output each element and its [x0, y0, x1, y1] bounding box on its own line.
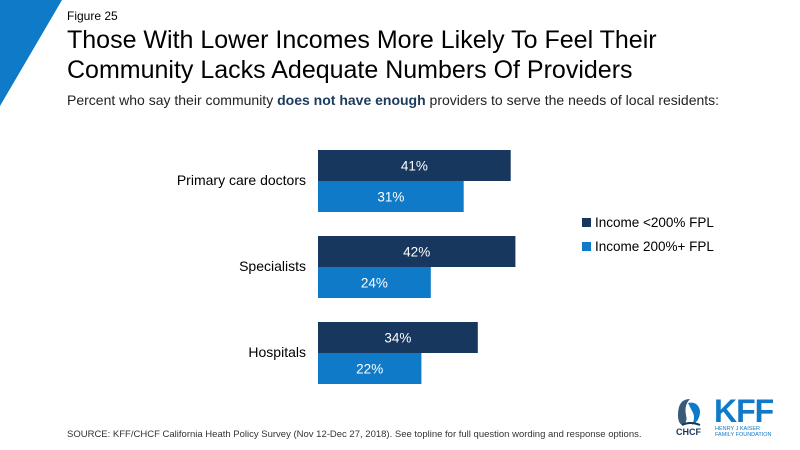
kff-logo-subtext-2: FAMILY FOUNDATION — [715, 432, 772, 438]
bar — [318, 353, 422, 384]
bar — [318, 150, 511, 181]
legend-item-series-1: Income <200% FPL — [582, 210, 714, 234]
kff-logo: KFF HENRY J KAISER FAMILY FOUNDATION — [714, 393, 775, 438]
legend-item-series-2: Income 200%+ FPL — [582, 234, 714, 258]
data-label: 31% — [377, 190, 404, 205]
subtitle-pre: Percent who say their community — [67, 92, 278, 108]
source-note: SOURCE: KFF/CHCF California Heath Policy… — [67, 429, 642, 440]
data-label: 22% — [356, 362, 383, 377]
chart-legend: Income <200% FPL Income 200%+ FPL — [582, 210, 714, 258]
bar — [318, 236, 516, 267]
data-label: 34% — [384, 331, 411, 346]
figure-label: Figure 25 — [67, 9, 118, 23]
chart-title-line-2: Community Lacks Adequate Numbers Of Prov… — [67, 56, 633, 84]
subtitle-post: providers to serve the needs of local re… — [425, 92, 720, 108]
legend-label-series-2: Income 200%+ FPL — [595, 238, 714, 254]
kff-logo-subtext-1: HENRY J KAISER — [715, 426, 760, 432]
legend-swatch-series-1 — [582, 217, 591, 227]
chart-subtitle: Percent who say their community does not… — [67, 92, 719, 108]
chcf-logo: CHCF — [676, 399, 701, 437]
bar — [318, 267, 431, 298]
chart-title-line-1: Those With Lower Incomes More Likely To … — [67, 26, 657, 54]
legend-label-series-1: Income <200% FPL — [595, 214, 714, 230]
bar — [318, 181, 464, 212]
data-label: 24% — [361, 276, 388, 291]
legend-swatch-series-2 — [582, 241, 591, 251]
kff-logo-text: KFF — [714, 393, 774, 429]
category-label: Hospitals — [248, 344, 306, 360]
subtitle-emphasis: does not have enough — [277, 92, 426, 108]
chcf-logo-text: CHCF — [676, 427, 701, 437]
corner-accent-shape — [0, 0, 62, 106]
chart-title: Those With Lower Incomes More Likely To … — [67, 25, 787, 85]
category-label: Primary care doctors — [177, 172, 306, 188]
data-label: 41% — [401, 159, 428, 174]
category-label: Specialists — [239, 258, 306, 274]
bar — [318, 322, 478, 353]
data-label: 42% — [403, 245, 430, 260]
